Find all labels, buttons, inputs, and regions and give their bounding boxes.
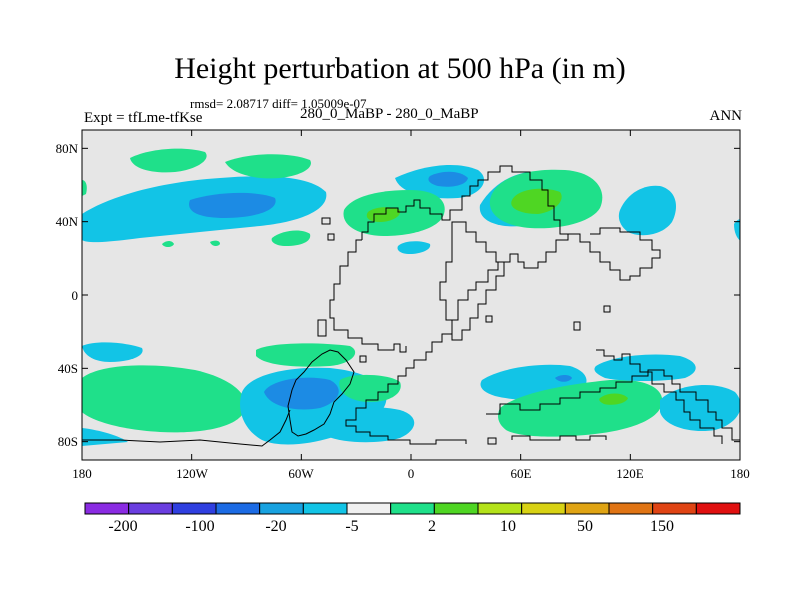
contour-pos-nh-north [130,148,207,173]
y-tick-80n: 80N [55,141,78,156]
season-label: ANN [709,108,743,124]
tick-marks [81,130,741,460]
contour-neg-nh-west-core [189,192,276,218]
contour-neg-sh-atlantic [316,406,415,443]
period-label: 280_0_MaBP - 280_0_MaBP [300,106,479,122]
colorbar-label-0: -200 [108,518,138,535]
y-tick-40s: 40S [57,361,78,376]
coastline-antarctica-east [486,369,740,441]
stats-text: rmsd= 2.08717 diff= 1.05009e-07 [190,96,367,111]
coastline-antarctica-coast [511,435,607,441]
coastlines [82,165,740,447]
contour-neg-nh-pacific [618,185,676,236]
coastline-australia [596,349,723,444]
contour-pos-sh-east-core [599,393,628,405]
contour-neg-sh-west1 [82,342,143,362]
contour-neg-sh-indian-core [555,375,572,382]
colorbar-label-5: 10 [500,518,516,535]
contour-pos-nh-pacific [271,230,311,246]
contour-pos-nh-small1 [162,241,174,247]
contour-neg-sh-far-east [660,385,740,431]
y-tick-80s: 80S [57,434,78,449]
contour-neg-sh-east [594,354,696,381]
contour-pos-nh-europe-core [366,207,401,222]
y-tick-0: 0 [71,288,79,303]
contour-fields [82,148,740,446]
x-tick-120e: 120E [616,466,644,481]
y-tick-40n: 40N [55,214,78,229]
contour-pos-nh-siberia-core [511,188,562,214]
contour-neg-nh-atlantic-core [428,171,468,187]
experiment-label: Expt = tfLme-tfKse [84,110,203,126]
map-title: Height perturbation at 500 hPa (in m) [174,52,626,85]
contour-pos-nh-north2 [225,154,311,179]
x-tick-60e: 60E [510,466,532,481]
contour-neg-sh-central-core [264,377,339,410]
x-tick-0: 0 [407,466,415,481]
contour-pos-sh-atlantic [339,374,401,402]
contour-neg-nh-africa [397,241,431,254]
coastline-asia [568,227,661,281]
contour-pos-sh-east [498,379,663,437]
colorbar-label-6: 50 [577,518,593,535]
coastline-americas [345,165,569,445]
x-tick-60w: 60W [288,466,314,481]
colorbar-label-4: 2 [428,518,436,535]
contour-pos-sh-west [82,365,246,433]
colorbar-label-3: -5 [345,518,359,535]
coastline-antarctica-west [82,409,291,447]
x-tick-180w: 180 [72,466,92,481]
contour-pos-nh-far-west [82,180,87,196]
contour-pos-sh-central [256,343,356,367]
contour-neg-sh-west2 [82,428,128,446]
x-tick-120w: 120W [176,466,208,481]
coastline-africa [439,221,505,341]
contour-neg-nh-east-edge [734,219,740,241]
colorbar-label-2: -20 [265,518,287,535]
colorbar-label-7: 150 [650,518,674,535]
coastline-americas-west [329,239,407,353]
x-tick-180e: 180 [730,466,750,481]
coastline-small-islands [321,217,497,445]
colorbar-label-1: -100 [185,518,215,535]
contour-pos-nh-small2 [210,240,220,247]
coastline-indonesia [317,305,611,337]
coastline-south-america [287,349,355,437]
